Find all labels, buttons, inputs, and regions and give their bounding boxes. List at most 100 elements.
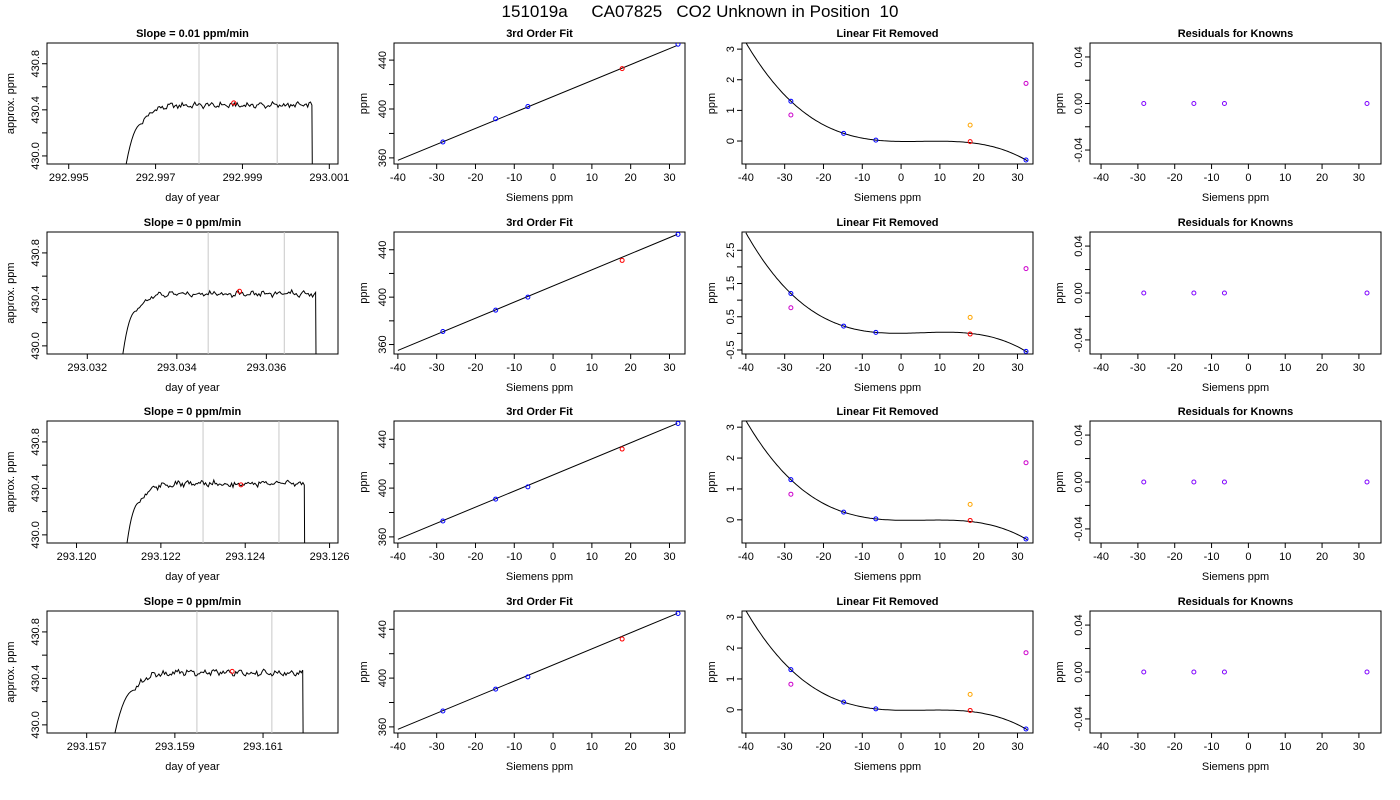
x-tick-label: -20 — [1167, 172, 1183, 184]
y-tick-label: 0.00 — [1073, 282, 1085, 303]
x-tick-label: 30 — [1011, 172, 1023, 184]
linear-residual-point — [1023, 460, 1029, 466]
x-tick-label: 30 — [663, 551, 675, 563]
y-axis-label: ppm — [358, 471, 370, 492]
x-axis-label: Siemens ppm — [854, 382, 921, 394]
trace-line — [126, 478, 306, 543]
panel-linear-row1: Linear Fit Removed -40 -30 -20 -10 0 10 20 30 Sie… — [706, 217, 1034, 394]
unknown-linear-point — [967, 691, 973, 697]
y-tick-label: 0.04 — [1073, 614, 1085, 635]
panel-title: 3rd Order Fit — [506, 596, 573, 608]
y-axis-label: ppm — [706, 661, 718, 682]
unknown-point — [967, 139, 973, 145]
y-tick-label: 430.4 — [30, 96, 42, 124]
x-tick-label: 293.124 — [225, 551, 265, 563]
panel-title: Residuals for Knowns — [1178, 406, 1294, 418]
y-tick-label: 0 — [725, 707, 737, 713]
x-tick-label: 10 — [1279, 551, 1291, 563]
panel-title: Residuals for Knowns — [1178, 596, 1294, 608]
plot-frame — [741, 420, 1034, 544]
x-tick-label: 293.126 — [310, 551, 350, 563]
x-tick-label: -10 — [1204, 172, 1220, 184]
x-tick-label: 293.032 — [67, 362, 107, 374]
x-tick-label: -30 — [1130, 362, 1146, 374]
x-tick-label: -10 — [1204, 741, 1220, 753]
x-tick-label: 30 — [1353, 172, 1365, 184]
unknown-point — [967, 517, 973, 523]
x-tick-label: 0 — [1245, 741, 1251, 753]
residual-point — [1191, 101, 1197, 106]
known-point — [841, 323, 847, 329]
y-tick-label: 2 — [725, 77, 737, 83]
x-tick-label: 30 — [663, 362, 675, 374]
panel-title: 3rd Order Fit — [506, 28, 573, 40]
x-tick-label: -40 — [738, 741, 754, 753]
y-tick-label: 440 — [377, 620, 389, 638]
plot-frame — [1089, 420, 1382, 544]
x-tick-label: -30 — [1130, 741, 1146, 753]
panel-linear-row2: Linear Fit Removed-40 -30 -20 -10 0 10 20 30Sie… — [706, 406, 1034, 583]
cubic-curve — [745, 43, 1028, 162]
x-axis-label: Siemens ppm — [506, 382, 573, 394]
y-tick-label: 0 — [725, 517, 737, 523]
known-point — [841, 699, 847, 705]
x-tick-label: 20 — [973, 172, 985, 184]
plot-frame — [46, 420, 339, 544]
x-tick-label: 293.122 — [141, 551, 181, 563]
x-tick-label: 30 — [663, 741, 675, 753]
known-point — [675, 421, 681, 426]
x-tick-label: 0 — [550, 551, 556, 563]
x-tick-label: -40 — [1093, 741, 1109, 753]
known-point — [841, 509, 847, 515]
x-tick-label: 292.995 — [49, 172, 89, 184]
y-tick-label: 400 — [377, 100, 389, 118]
residual-point — [1141, 101, 1147, 106]
plot-frame — [393, 42, 686, 165]
x-axis-label: Siemens ppm — [1202, 761, 1269, 773]
panel-title: Linear Fit Removed — [836, 596, 938, 608]
panel-title: Linear Fit Removed — [836, 217, 938, 229]
panel-fit-row2: 3rd Order Fit -40 -30 -20 -10 0 10 20 30 Siemens … — [358, 406, 686, 583]
y-axis-label: approx. ppm — [5, 73, 17, 134]
unknown-point — [967, 707, 973, 713]
linear-residual-point — [1023, 80, 1029, 86]
x-tick-label: -40 — [1093, 551, 1109, 563]
x-tick-label: 0 — [1245, 362, 1251, 374]
known-point — [525, 104, 531, 110]
residual-point — [1191, 290, 1197, 296]
panel-title: Residuals for Knowns — [1178, 28, 1294, 40]
x-tick-label: -10 — [1204, 551, 1220, 563]
y-axis-label: approx. ppm — [5, 641, 17, 702]
x-axis-label: Siemens ppm — [506, 192, 573, 204]
x-tick-label: 20 — [973, 362, 985, 374]
panel-trace-row3: Slope = 0 ppm/min 293.157 293.159 293.161 da… — [5, 596, 339, 773]
linear-residual-point — [788, 491, 794, 497]
y-tick-label: 0 — [725, 138, 737, 144]
panel-title: Slope = 0.01 ppm/min — [136, 28, 249, 40]
trace-line — [122, 288, 317, 354]
x-axis-label: day of year — [165, 192, 220, 204]
x-tick-label: -10 — [506, 741, 522, 753]
figure-title: 151019a CA07825 CO2 Unknown in Position … — [501, 2, 899, 21]
x-tick-label: 10 — [1279, 362, 1291, 374]
x-tick-label: -40 — [738, 362, 754, 374]
x-tick-label: -40 — [390, 362, 406, 374]
known-point — [873, 516, 879, 522]
y-tick-label: 430.0 — [30, 711, 42, 739]
plot-area — [397, 43, 681, 161]
y-axis-label: ppm — [1054, 661, 1066, 682]
x-tick-label: 293.161 — [243, 741, 283, 753]
x-tick-label: -30 — [429, 172, 445, 184]
known-point — [493, 307, 499, 313]
panel-linear-row3: Linear Fit Removed-40 -30 -20 -10 0 10 20 30Sie… — [706, 596, 1034, 773]
x-tick-label: 30 — [1353, 362, 1365, 374]
y-axis-label: ppm — [706, 471, 718, 492]
cubic-curve — [745, 611, 1028, 731]
y-tick-label: 0.00 — [1073, 471, 1085, 492]
x-tick-label: 10 — [586, 551, 598, 563]
x-tick-label: -40 — [738, 551, 754, 563]
plot-area — [1141, 101, 1370, 106]
x-tick-label: -20 — [468, 362, 484, 374]
x-tick-label: 20 — [625, 551, 637, 563]
